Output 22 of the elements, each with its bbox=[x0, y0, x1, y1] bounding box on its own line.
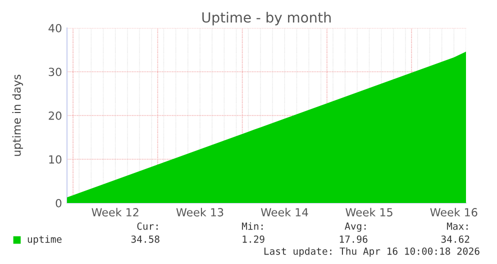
x-tick-label: Week 14 bbox=[260, 208, 308, 216]
y-tick-label: 20 bbox=[48, 111, 62, 120]
x-tick-label: Week 15 bbox=[346, 208, 392, 216]
y-tick-label: 40 bbox=[48, 24, 62, 32]
text: 34.62 bbox=[441, 235, 470, 243]
text: Cur: bbox=[137, 222, 158, 230]
legend-label: uptime bbox=[28, 235, 62, 245]
text: 17.96 bbox=[340, 235, 368, 243]
text: Max: bbox=[446, 222, 468, 230]
y-tick-label: 10 bbox=[49, 155, 62, 164]
x-tick-label: Week 12 bbox=[92, 208, 138, 216]
y-axis-title: uptime in days bbox=[12, 74, 23, 156]
text: Avg: bbox=[344, 222, 366, 232]
chart-title: Uptime - by month bbox=[202, 12, 331, 26]
y-tick-label: 0 bbox=[56, 198, 62, 208]
text: Last update: Thu Apr 16 10:00:18 2026 bbox=[264, 247, 480, 257]
y-tick-label: 30 bbox=[48, 68, 62, 76]
x-tick-label: Week 13 bbox=[176, 208, 224, 216]
text: 34.58 bbox=[131, 235, 160, 243]
text: 1.29 bbox=[242, 235, 264, 243]
text: Min: bbox=[242, 222, 263, 230]
x-tick-label: Week 16 bbox=[430, 208, 478, 216]
